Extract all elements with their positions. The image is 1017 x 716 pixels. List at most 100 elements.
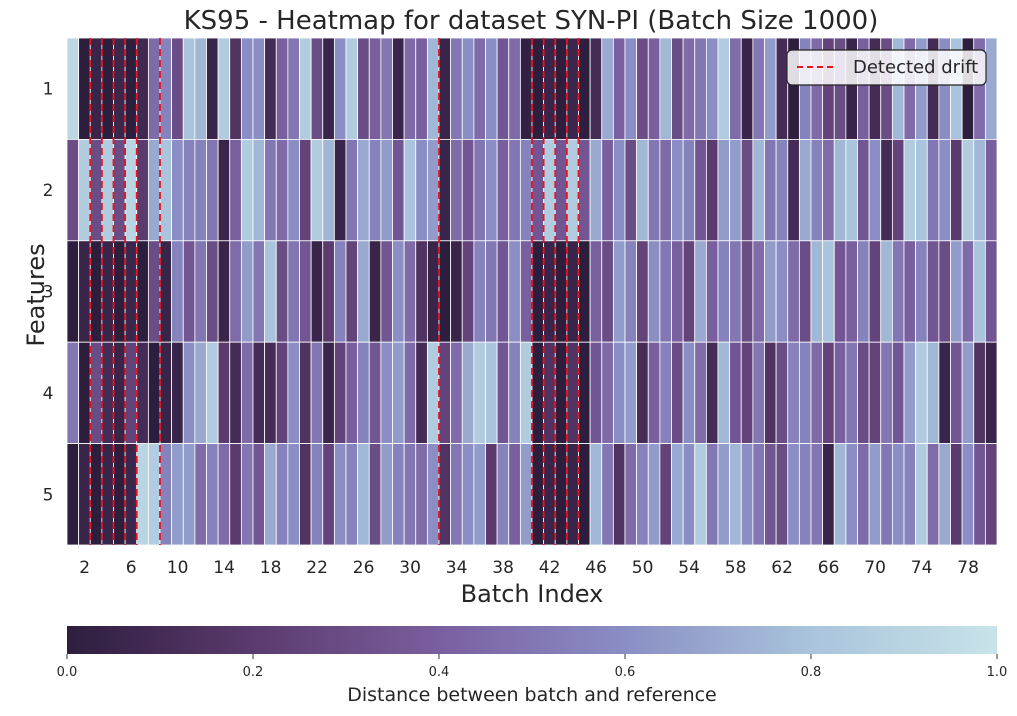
heatmap-cell: [438, 37, 452, 140]
drift-lines: [89, 38, 580, 545]
heatmap-cell: [450, 240, 463, 343]
heatmap-cell: [147, 240, 161, 343]
heatmap-cell: [415, 240, 428, 343]
heatmap-cell: [764, 443, 777, 546]
heatmap-cell: [473, 37, 486, 140]
heatmap-cell: [531, 37, 545, 140]
heatmap-cell: [810, 240, 824, 343]
heatmap-cell: [101, 138, 114, 242]
heatmap-cell: [554, 138, 568, 242]
heatmap-cell: [333, 341, 347, 445]
heatmap-cell: [252, 341, 266, 445]
heatmap-cell: [519, 240, 533, 343]
heatmap-cell: [136, 240, 149, 343]
x-tick-label: 62: [771, 558, 793, 578]
heatmap-cell: [973, 443, 986, 546]
heatmap-cell: [729, 341, 742, 445]
colorbar-tick-label: 0.8: [801, 665, 822, 680]
heatmap-cell: [147, 443, 161, 546]
heatmap-cell: [810, 341, 824, 445]
heatmap-cell: [357, 240, 370, 343]
heatmap-cell: [299, 341, 312, 445]
heatmap-cell: [857, 443, 870, 546]
heatmap-cell: [694, 341, 707, 445]
heatmap-cell: [647, 240, 661, 343]
heatmap-cell: [833, 240, 847, 343]
heatmap-cell: [101, 341, 114, 445]
heatmap-cell: [612, 240, 626, 343]
heatmap-cell: [357, 138, 370, 242]
heatmap-cell: [217, 240, 231, 343]
heatmap-cell: [508, 443, 521, 546]
heatmap-cell: [624, 341, 638, 445]
heatmap-cell: [845, 443, 858, 546]
heatmap-cell: [113, 138, 126, 242]
heatmap-cell: [682, 240, 696, 343]
heatmap-cell: [787, 240, 800, 343]
heatmap-cell: [531, 138, 545, 242]
y-tick-label: 1: [43, 80, 54, 100]
heatmap-cell: [798, 341, 812, 445]
colorbar-tick-label: 0.0: [57, 665, 78, 680]
heatmap-cell: [78, 37, 91, 140]
heatmap-cell: [671, 138, 684, 242]
heatmap-cell: [984, 37, 998, 140]
heatmap-cell: [124, 138, 138, 242]
heatmap-cell: [171, 138, 184, 242]
heatmap-cell: [903, 240, 917, 343]
heatmap-cell: [403, 37, 417, 140]
heatmap-cell: [519, 443, 533, 546]
heatmap-cell: [113, 443, 126, 546]
heatmap-cell: [357, 341, 370, 445]
heatmap-cell: [903, 138, 917, 242]
y-tick-label: 3: [43, 283, 54, 303]
heatmap-cell: [833, 341, 847, 445]
heatmap-cell: [822, 443, 835, 546]
heatmap-cell: [764, 240, 777, 343]
heatmap-cell: [787, 443, 800, 546]
heatmap-cell: [636, 240, 649, 343]
heatmap-cell: [159, 138, 173, 242]
heatmap-cell: [159, 240, 173, 343]
heatmap-cell: [101, 443, 114, 546]
heatmap-cell: [136, 37, 149, 140]
heatmap-cell: [287, 138, 300, 242]
heatmap-cell: [485, 138, 498, 242]
heatmap-cell: [508, 240, 521, 343]
legend-drift-label: Detected drift: [853, 57, 978, 78]
heatmap-cell: [275, 341, 289, 445]
heatmap-cell: [78, 138, 91, 242]
heatmap-cell: [310, 443, 324, 546]
heatmap-cell: [194, 443, 207, 546]
heatmap-cell: [554, 341, 568, 445]
heatmap-cell: [113, 37, 126, 140]
heatmap-cell: [206, 37, 219, 140]
heatmap-cell: [566, 240, 579, 343]
heatmap-cell: [322, 240, 335, 343]
heatmap-cell: [345, 341, 359, 445]
heatmap-cell: [973, 240, 986, 343]
heatmap-cell: [275, 138, 289, 242]
heatmap-cell: [601, 37, 614, 140]
heatmap-cell: [426, 37, 440, 140]
heatmap-cell: [775, 240, 789, 343]
heatmap-cell: [415, 341, 428, 445]
x-tick-label: 42: [539, 558, 561, 578]
heatmap-cell: [868, 341, 882, 445]
heatmap-cell: [589, 138, 603, 242]
heatmap-cell: [368, 138, 382, 242]
heatmap-cell: [264, 138, 277, 242]
colorbar-label: Distance between batch and reference: [347, 684, 717, 706]
heatmap-cell: [182, 240, 196, 343]
heatmap-cell: [543, 240, 556, 343]
heatmap-cell: [589, 443, 603, 546]
heatmap-cell: [624, 240, 638, 343]
heatmap-cell: [275, 240, 289, 343]
heatmap-cell: [601, 138, 614, 242]
heatmap-cell: [880, 240, 893, 343]
heatmap-cell: [310, 138, 324, 242]
heatmap-cell: [554, 443, 568, 546]
heatmap-cell: [182, 341, 196, 445]
heatmap-cell: [787, 138, 800, 242]
heatmap-cell: [206, 443, 219, 546]
